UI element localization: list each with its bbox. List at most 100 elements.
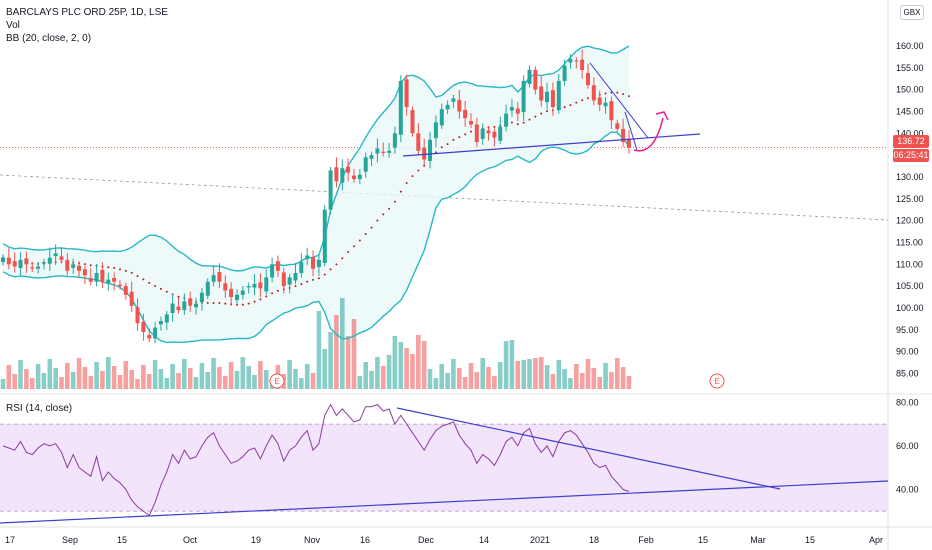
- bollinger-basis-dot: [458, 136, 461, 139]
- volume-bar: [164, 378, 170, 389]
- time-tick-label: 15: [698, 535, 708, 545]
- earnings-marker-circle: [709, 373, 725, 389]
- candle-body: [153, 327, 158, 339]
- volume-bar: [380, 366, 386, 389]
- volume-bar: [135, 379, 140, 389]
- rsi-resistance-trendline: [396, 407, 781, 490]
- volume-bar: [503, 341, 509, 389]
- candle-body: [498, 126, 503, 141]
- bollinger-basis-dot: [329, 268, 332, 271]
- earnings-marker-label: E: [274, 377, 279, 386]
- volume-bar: [246, 366, 251, 389]
- candle-body: [346, 166, 351, 173]
- bollinger-basis-dot: [276, 289, 279, 292]
- candle-body: [457, 99, 462, 112]
- volume-bar: [211, 358, 216, 389]
- volume-bar: [158, 369, 164, 389]
- candle-body: [492, 131, 497, 138]
- bollinger-basis-dot: [446, 143, 449, 146]
- candle-body: [626, 138, 631, 148]
- candle-body: [223, 283, 228, 291]
- bollinger-basis-dot: [546, 110, 549, 113]
- candle-body: [112, 278, 117, 282]
- earnings-marker-label: E: [714, 377, 719, 386]
- candle-body: [445, 104, 450, 110]
- candle-body: [521, 80, 526, 113]
- candle-body: [147, 335, 152, 339]
- volume-bar: [538, 357, 544, 389]
- bollinger-basis-dot: [464, 133, 467, 136]
- candle-body: [322, 209, 327, 263]
- volume-bar: [228, 362, 234, 389]
- bollinger-basis-dot: [119, 268, 121, 271]
- time-tick-label: 16: [360, 535, 370, 545]
- candle-body: [533, 69, 538, 90]
- candle-body: [164, 314, 169, 323]
- candle-body: [47, 257, 52, 264]
- bollinger-basis-dot: [206, 301, 209, 304]
- volume-bar: [293, 369, 298, 389]
- candle-body: [229, 288, 234, 297]
- price-tick-label: 150.00: [896, 85, 924, 95]
- candle-body: [100, 269, 105, 282]
- candle-body: [556, 80, 561, 111]
- candle-body: [591, 85, 596, 101]
- bollinger-basis-dot: [347, 251, 350, 253]
- volume-bar: [111, 366, 117, 389]
- candle-body: [36, 266, 41, 269]
- candle-body: [334, 167, 339, 182]
- currency-label[interactable]: GBX: [900, 5, 924, 20]
- bollinger-basis-dot: [452, 138, 455, 141]
- volume-bar: [574, 364, 579, 389]
- time-tick-label: 17: [5, 535, 15, 545]
- bollinger-basis-dot: [165, 290, 168, 293]
- bollinger-lower-band: [2, 131, 630, 344]
- price-axis[interactable]: 160.00155.00150.00145.00140.00135.00130.…: [896, 41, 924, 379]
- volume-bar: [597, 377, 602, 389]
- bollinger-basis-dot: [417, 169, 420, 172]
- volume-bar: [398, 342, 404, 389]
- volume-bar: [65, 363, 70, 389]
- candle-body: [410, 110, 415, 134]
- bollinger-basis-dot: [130, 271, 133, 274]
- rsi-pane: [0, 403, 889, 524]
- candle-body: [463, 109, 468, 118]
- candle-body: [264, 277, 269, 292]
- bollinger-basis-dot: [107, 266, 110, 269]
- volume-bar: [59, 377, 64, 389]
- bollinger-basis-dot: [393, 200, 396, 203]
- projection-arrow-head: [655, 111, 669, 121]
- volume-bar: [375, 357, 380, 389]
- candle-body: [398, 80, 403, 135]
- volume-bar: [152, 360, 158, 389]
- bollinger-basis-dot: [212, 302, 215, 304]
- volume-bar: [550, 374, 556, 389]
- volume-bar: [106, 357, 111, 389]
- candle-body: [240, 290, 245, 295]
- bollinger-basis-dot: [317, 277, 320, 280]
- bollinger-basis-dot: [335, 263, 338, 266]
- time-tick-label: Feb: [638, 535, 654, 545]
- bollinger-basis-dot: [622, 93, 625, 96]
- candle-body: [24, 258, 29, 265]
- volume-bar: [82, 367, 88, 389]
- price-tick-label: 95.00: [896, 325, 919, 335]
- volume-bar: [568, 378, 573, 389]
- candle-body: [281, 272, 286, 287]
- bollinger-basis-dot: [493, 125, 496, 128]
- volume-bar: [591, 368, 597, 389]
- rsi-tick-label: 40.00: [896, 484, 919, 494]
- volume-bar: [620, 367, 626, 389]
- candle-body: [580, 59, 585, 70]
- bollinger-fill: [3, 46, 629, 343]
- time-axis[interactable]: 17 Sep 15 Oct 19 Nov 16 Dec 14 2021 18 Feb 15 Mar 15 Ap…: [5, 535, 883, 545]
- volume-bar: [340, 298, 345, 389]
- volume-bar: [462, 377, 468, 389]
- volume-bar: [579, 373, 585, 389]
- candle-body: [188, 298, 193, 306]
- rsi-axis[interactable]: 80.00 60.00 40.00: [896, 397, 919, 494]
- candle-body: [41, 262, 46, 264]
- volume-bar: [53, 368, 58, 389]
